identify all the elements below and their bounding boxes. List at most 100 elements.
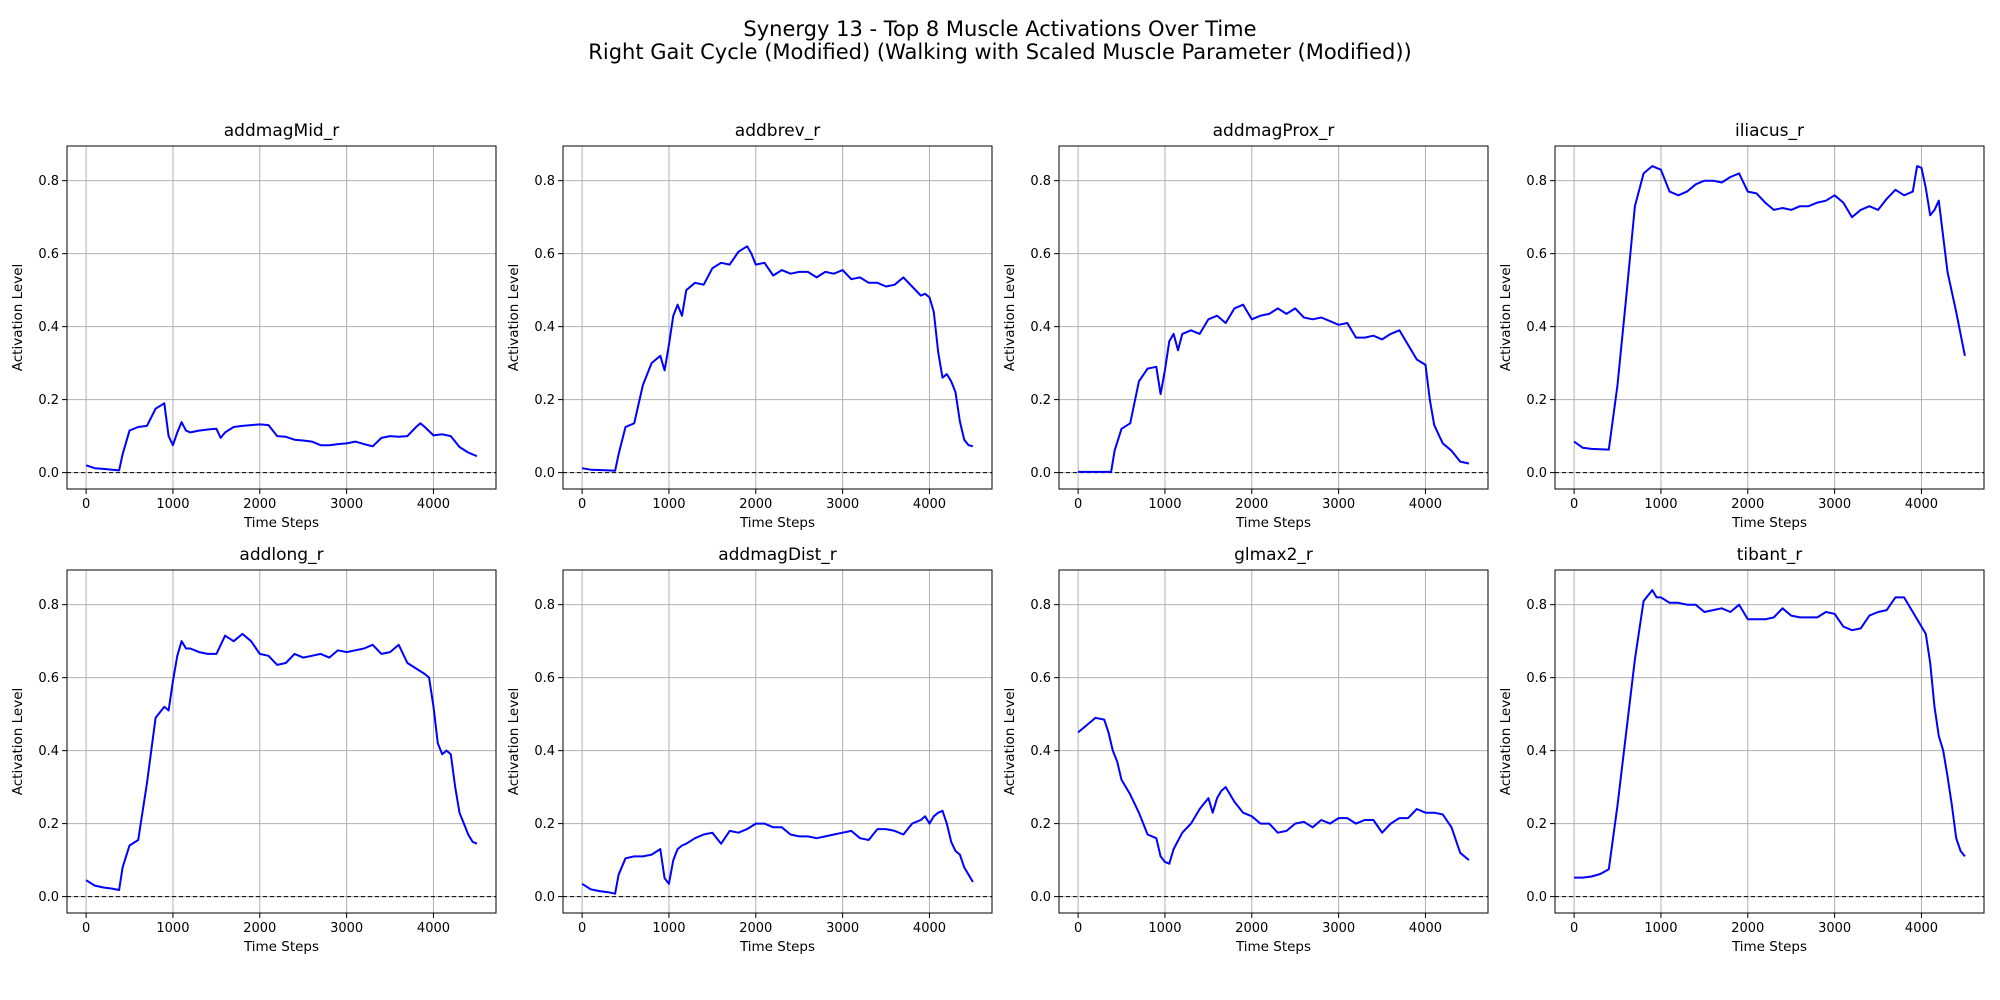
x-tick-label: 4000 xyxy=(417,497,450,512)
x-tick-label: 1000 xyxy=(652,497,685,512)
axes-frame xyxy=(1058,569,1489,914)
x-tick-label: 2000 xyxy=(243,921,276,936)
y-tick-label: 0.6 xyxy=(38,247,59,262)
x-tick-label: 1000 xyxy=(1644,497,1677,512)
x-tick-label: 3000 xyxy=(1818,497,1851,512)
subplot-8: 0 1000 2000 3000 4000 0.0 0.2 0.4 0.6 0.8 tibant_r… xyxy=(1498,545,1985,955)
x-tick-label: 4000 xyxy=(913,497,946,512)
axes-frame xyxy=(1058,145,1489,490)
x-tick-label: 1000 xyxy=(652,921,685,936)
x-tick-label: 1000 xyxy=(1644,921,1677,936)
x-tick-label: 2000 xyxy=(1731,921,1764,936)
x-tick-label: 4000 xyxy=(1409,921,1442,936)
y-tick-label: 0.4 xyxy=(1526,744,1547,759)
y-tick-label: 0.6 xyxy=(534,671,555,686)
x-tick-label: 1000 xyxy=(156,497,189,512)
y-axis-label: Activation Level xyxy=(1002,688,1018,796)
y-tick-label: 0.6 xyxy=(38,671,59,686)
x-axis-label: Time Steps xyxy=(1235,515,1311,531)
x-tick-label: 0 xyxy=(578,497,586,512)
subplot-6: 0 1000 2000 3000 4000 0.0 0.2 0.4 0.6 0.8 addmagDi… xyxy=(506,545,993,955)
y-axis-label: Activation Level xyxy=(10,264,26,372)
x-tick-label: 3000 xyxy=(1322,921,1355,936)
x-tick-label: 0 xyxy=(1074,921,1082,936)
x-tick-label: 2000 xyxy=(1731,497,1764,512)
series-line xyxy=(1573,165,1966,451)
x-tick-label: 0 xyxy=(82,921,90,936)
x-tick-label: 1000 xyxy=(1148,921,1181,936)
y-tick-label: 0.2 xyxy=(1030,393,1051,408)
series-line xyxy=(1574,589,1966,879)
subplot-1: 0 1000 2000 3000 4000 0.0 0.2 0.4 0.6 0.8 addmagMi… xyxy=(10,121,497,531)
y-tick-label: 0.8 xyxy=(534,598,555,613)
x-tick-label: 3000 xyxy=(1322,497,1355,512)
series-line xyxy=(85,632,478,891)
y-axis-label: Activation Level xyxy=(1498,264,1514,372)
y-tick-label: 0.8 xyxy=(38,598,59,613)
y-tick-label: 0.4 xyxy=(534,744,555,759)
x-tick-label: 3000 xyxy=(826,921,859,936)
subplot-5: 0 1000 2000 3000 4000 0.0 0.2 0.4 0.6 0.8 addlong_… xyxy=(10,545,497,955)
y-tick-label: 0.0 xyxy=(534,466,555,481)
y-tick-label: 0.8 xyxy=(1526,174,1547,189)
x-axis-label: Time Steps xyxy=(1731,939,1807,955)
series-line xyxy=(85,402,478,472)
x-tick-label: 3000 xyxy=(330,497,363,512)
x-tick-label: 3000 xyxy=(1818,921,1851,936)
series-line xyxy=(1078,303,1470,473)
y-tick-label: 0.4 xyxy=(38,320,59,335)
x-tick-label: 2000 xyxy=(739,921,772,936)
y-tick-label: 0.6 xyxy=(1526,247,1547,262)
y-tick-label: 0.8 xyxy=(534,174,555,189)
x-tick-label: 0 xyxy=(1570,921,1578,936)
y-axis-label: Activation Level xyxy=(1002,264,1018,372)
y-tick-label: 0.6 xyxy=(1030,247,1051,262)
x-axis-label: Time Steps xyxy=(1235,939,1311,955)
axes-frame xyxy=(66,569,497,914)
x-tick-label: 4000 xyxy=(913,921,946,936)
subplot-7: 0 1000 2000 3000 4000 0.0 0.2 0.4 0.6 0.8 glmax2_r… xyxy=(1002,545,1489,955)
y-tick-label: 0.2 xyxy=(38,817,59,832)
x-tick-label: 2000 xyxy=(243,497,276,512)
axes-frame xyxy=(562,145,993,490)
y-tick-label: 0.0 xyxy=(1030,890,1051,905)
x-tick-label: 2000 xyxy=(1235,921,1268,936)
y-tick-label: 0.2 xyxy=(534,817,555,832)
axes-frame xyxy=(66,145,497,490)
x-axis-label: Time Steps xyxy=(243,939,319,955)
y-axis-label: Activation Level xyxy=(1498,688,1514,796)
y-tick-label: 0.8 xyxy=(38,174,59,189)
x-tick-label: 4000 xyxy=(1409,497,1442,512)
y-tick-label: 0.6 xyxy=(534,247,555,262)
subplot-3: 0 1000 2000 3000 4000 0.0 0.2 0.4 0.6 0.8 addmagPr… xyxy=(1002,121,1489,531)
x-axis-label: Time Steps xyxy=(1731,515,1807,531)
x-tick-label: 2000 xyxy=(1235,497,1268,512)
subplot-title: addmagProx_r xyxy=(1213,121,1335,141)
figure-title-line-2: Right Gait Cycle (Modified) (Walking wit… xyxy=(588,40,1411,64)
subplot-title: iliacus_r xyxy=(1735,121,1804,141)
x-tick-label: 0 xyxy=(1074,497,1082,512)
x-tick-label: 4000 xyxy=(417,921,450,936)
x-tick-label: 3000 xyxy=(330,921,363,936)
y-tick-label: 0.4 xyxy=(38,744,59,759)
y-tick-label: 0.0 xyxy=(38,890,59,905)
y-tick-label: 0.6 xyxy=(1526,671,1547,686)
x-axis-label: Time Steps xyxy=(739,515,815,531)
x-axis-label: Time Steps xyxy=(739,939,815,955)
subplot-title: addlong_r xyxy=(239,545,323,565)
y-tick-label: 0.2 xyxy=(1030,817,1051,832)
y-tick-label: 0.0 xyxy=(1030,466,1051,481)
y-axis-label: Activation Level xyxy=(506,688,522,796)
y-tick-label: 0.2 xyxy=(534,393,555,408)
x-tick-label: 1000 xyxy=(1148,497,1181,512)
y-tick-label: 0.8 xyxy=(1030,598,1051,613)
y-tick-label: 0.4 xyxy=(1030,320,1051,335)
y-tick-label: 0.4 xyxy=(1526,320,1547,335)
figure-title-line-1: Synergy 13 - Top 8 Muscle Activations Ov… xyxy=(743,17,1256,41)
y-tick-label: 0.2 xyxy=(1526,817,1547,832)
x-tick-label: 2000 xyxy=(739,497,772,512)
subplot-title: glmax2_r xyxy=(1234,545,1313,565)
subplot-2: 0 1000 2000 3000 4000 0.0 0.2 0.4 0.6 0.8 addbrev_… xyxy=(506,121,993,531)
series-line xyxy=(581,245,974,472)
